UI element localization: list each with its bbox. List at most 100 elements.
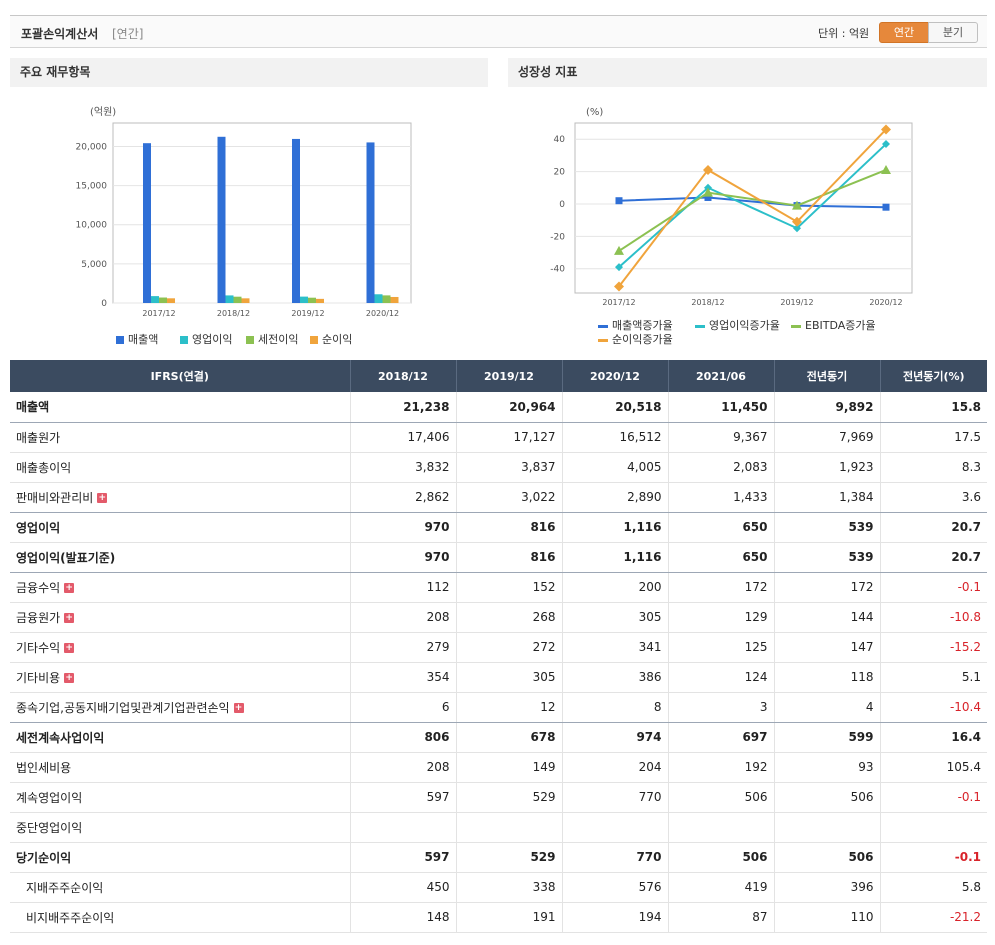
table-cell: 3.6 <box>879 482 987 513</box>
data-point <box>703 164 713 175</box>
legend-swatch <box>180 336 188 344</box>
table-cell: -0.1 <box>879 572 987 603</box>
table-cell: 539 <box>773 542 880 573</box>
expand-plus-icon[interactable]: + <box>64 583 75 593</box>
row-label-text: 매출원가 <box>16 430 61 445</box>
y-tick-label: -20 <box>550 232 565 242</box>
bar <box>225 295 234 303</box>
table-row: 기타수익 +279 272 341 125 147 -15.2 <box>10 632 987 663</box>
table-cell <box>773 812 880 843</box>
table-cell: 20,518 <box>561 392 668 423</box>
table-cell: 1,384 <box>773 482 880 513</box>
row-label-text: 중단영업이익 <box>16 820 83 835</box>
table-cell: 194 <box>561 902 668 933</box>
table-cell: 506 <box>773 782 880 813</box>
tab-annual[interactable]: 연간 <box>879 22 929 43</box>
expand-plus-icon[interactable]: + <box>64 613 75 623</box>
legend-label: 순이익 <box>322 333 353 346</box>
y-tick-label: 5,000 <box>81 260 107 270</box>
table-cell: 974 <box>561 722 668 753</box>
table-cell: 129 <box>667 602 774 633</box>
y-axis-label: (%) <box>586 107 603 118</box>
legend-item: 세전이익 <box>246 331 298 347</box>
table-cell: 816 <box>455 512 562 543</box>
bar <box>390 296 399 303</box>
data-point <box>792 200 802 210</box>
table-cell: 506 <box>667 782 774 813</box>
table-cell: 152 <box>455 572 562 603</box>
table-cell: 506 <box>773 842 880 873</box>
bar-chart: 0 5,000 10,000 15,000 20,000 (억원) 2017/12 2018/… <box>76 106 412 318</box>
row-label: 매출액 <box>10 392 350 423</box>
table-cell: 529 <box>455 842 562 873</box>
table-cell: 20.7 <box>879 542 987 573</box>
x-tick-label: 2020/12 <box>869 298 902 307</box>
bar <box>308 297 316 303</box>
table-cell: 3,832 <box>349 452 456 483</box>
tab-quarterly[interactable]: 분기 <box>928 22 978 43</box>
table-cell: 650 <box>667 542 774 573</box>
table-cell: 970 <box>349 542 456 573</box>
expand-plus-icon[interactable]: + <box>233 703 244 713</box>
row-label-text: 비지배주주순이익 <box>26 910 115 925</box>
table-cell: 87 <box>667 902 774 933</box>
bar <box>151 296 159 303</box>
table-row: 법인세비용 208 149 204 192 93 105.4 <box>10 752 987 783</box>
legend-swatch <box>246 336 254 344</box>
bar <box>316 298 324 303</box>
col-header-2019: 2019/12 <box>455 360 562 392</box>
row-label-text: 세전계속사업이익 <box>16 730 105 745</box>
table-cell: 5.1 <box>879 662 987 693</box>
expand-plus-icon[interactable]: + <box>97 493 108 503</box>
row-label: 기타수익 + <box>10 632 350 663</box>
legend-item: 순이익 <box>310 331 352 347</box>
table-row: 종속기업,공동지배기업및관계기업관련손익 +6 12 8 3 4 -10.4 <box>10 692 987 723</box>
table-cell: 268 <box>455 602 562 633</box>
data-point <box>881 164 891 174</box>
row-label-text: 당기순이익 <box>16 850 72 865</box>
legend-swatch <box>310 336 318 344</box>
table-cell: 450 <box>349 872 456 903</box>
statement-header: 포괄손익계산서 [연간] 단위 : 억원 연간 분기 <box>10 15 987 48</box>
bar <box>159 297 167 303</box>
table-row: 매출액 21,238 20,964 20,518 11,450 9,892 15.8 <box>10 392 987 423</box>
x-tick-label: 2017/12 <box>602 298 635 307</box>
row-label: 종속기업,공동지배기업및관계기업관련손익 + <box>10 692 350 723</box>
table-cell: -0.1 <box>879 842 987 873</box>
expand-plus-icon[interactable]: + <box>64 643 75 653</box>
table-cell: 124 <box>667 662 774 693</box>
table-cell: 112 <box>349 572 456 603</box>
plot-area <box>574 122 913 294</box>
row-label-text: 기타비용 <box>16 670 61 685</box>
table-cell: -0.1 <box>879 782 987 813</box>
y-tick-label: 40 <box>554 135 566 145</box>
legend-label: 영업이익증가율 <box>709 319 780 332</box>
table-cell: -10.4 <box>879 692 987 723</box>
table-cell: 2,862 <box>349 482 456 513</box>
row-label-text: 영업이익 <box>16 520 61 535</box>
data-point <box>704 193 712 201</box>
legend-swatch <box>598 338 608 342</box>
data-point <box>703 187 713 197</box>
table-cell: 20,964 <box>455 392 562 423</box>
bar <box>300 296 308 303</box>
legend-item: 영업이익 <box>180 331 232 347</box>
table-cell: 16,512 <box>561 422 668 453</box>
series-line <box>618 128 887 288</box>
main-items-title: 주요 재무항목 <box>10 58 488 87</box>
bar <box>217 136 226 303</box>
table-cell: 1,116 <box>561 542 668 573</box>
table-cell: 15.8 <box>879 392 987 423</box>
table-cell: 2,890 <box>561 482 668 513</box>
legend-swatch <box>598 324 608 328</box>
y-tick-label: 20 <box>554 168 566 178</box>
table-cell: 148 <box>349 902 456 933</box>
y-tick-label: 15,000 <box>76 182 108 192</box>
table-cell: 9,892 <box>773 392 880 423</box>
row-label-text: 지배주주순이익 <box>26 880 104 895</box>
row-label: 지배주주순이익 <box>10 872 350 903</box>
col-header-2020: 2020/12 <box>561 360 668 392</box>
table-cell: 125 <box>667 632 774 663</box>
table-cell: 208 <box>349 752 456 783</box>
expand-plus-icon[interactable]: + <box>64 673 75 683</box>
